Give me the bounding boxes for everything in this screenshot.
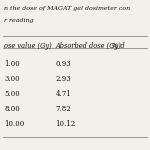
Text: 0.93: 0.93 (56, 60, 71, 68)
Text: 3.00: 3.00 (4, 75, 20, 83)
Text: 8.00: 8.00 (4, 105, 20, 113)
Text: 4.71: 4.71 (56, 90, 71, 98)
Text: r reading: r reading (4, 18, 34, 23)
Text: ose value (Gy): ose value (Gy) (4, 42, 52, 50)
Text: 2.93: 2.93 (56, 75, 71, 83)
Text: 10.00: 10.00 (4, 120, 25, 128)
Text: % d: % d (112, 42, 125, 50)
Text: Absorbed dose (Gy): Absorbed dose (Gy) (56, 42, 121, 50)
Text: 10.12: 10.12 (56, 120, 76, 128)
Text: 1.00: 1.00 (4, 60, 20, 68)
Text: 5.00: 5.00 (4, 90, 20, 98)
Text: n the dose of MAGAT gel dosimeter con: n the dose of MAGAT gel dosimeter con (4, 6, 131, 11)
Text: 7.82: 7.82 (56, 105, 71, 113)
